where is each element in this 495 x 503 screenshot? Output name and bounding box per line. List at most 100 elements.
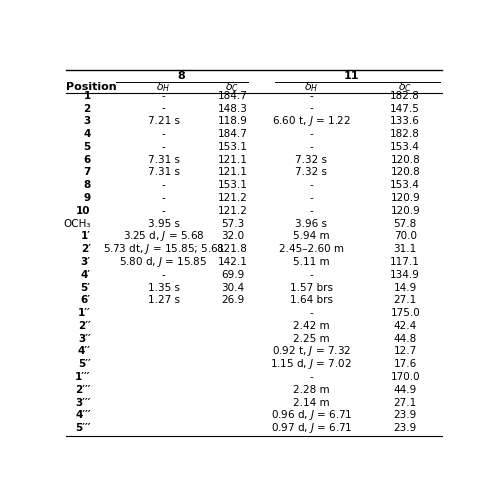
Text: 5.73 dt, $\mathit{J}$ = 15.85; 5.68: 5.73 dt, $\mathit{J}$ = 15.85; 5.68 bbox=[102, 242, 224, 256]
Text: 0.96 d, $\mathit{J}$ = 6.71: 0.96 d, $\mathit{J}$ = 6.71 bbox=[271, 408, 352, 423]
Text: 5.94 m: 5.94 m bbox=[293, 231, 330, 241]
Text: $\delta_{\mathit{H}}$: $\delta_{\mathit{H}}$ bbox=[156, 80, 171, 95]
Text: 1.27 s: 1.27 s bbox=[148, 295, 180, 305]
Text: 147.5: 147.5 bbox=[390, 104, 420, 114]
Text: $\delta_{\mathit{C}}$: $\delta_{\mathit{C}}$ bbox=[226, 80, 240, 95]
Text: 117.1: 117.1 bbox=[390, 257, 420, 267]
Text: 17.6: 17.6 bbox=[394, 359, 417, 369]
Text: -: - bbox=[309, 308, 313, 318]
Text: 69.9: 69.9 bbox=[221, 270, 244, 280]
Text: 1.15 d, $\mathit{J}$ = 7.02: 1.15 d, $\mathit{J}$ = 7.02 bbox=[270, 357, 352, 371]
Text: 120.9: 120.9 bbox=[391, 206, 420, 216]
Text: -: - bbox=[309, 270, 313, 280]
Text: 153.4: 153.4 bbox=[390, 180, 420, 190]
Text: 6.60 t, $\mathit{J}$ = 1.22: 6.60 t, $\mathit{J}$ = 1.22 bbox=[272, 114, 350, 128]
Text: 7.32 s: 7.32 s bbox=[295, 155, 327, 164]
Text: -: - bbox=[162, 193, 165, 203]
Text: 57.3: 57.3 bbox=[221, 219, 244, 228]
Text: 5′: 5′ bbox=[81, 283, 91, 293]
Text: 7.31 s: 7.31 s bbox=[148, 167, 180, 178]
Text: 121.2: 121.2 bbox=[218, 193, 248, 203]
Text: 7.32 s: 7.32 s bbox=[295, 167, 327, 178]
Text: 44.8: 44.8 bbox=[394, 333, 417, 344]
Text: 120.8: 120.8 bbox=[391, 155, 420, 164]
Text: 153.1: 153.1 bbox=[218, 180, 248, 190]
Text: 3′′′: 3′′′ bbox=[75, 397, 91, 407]
Text: 5′′: 5′′ bbox=[78, 359, 91, 369]
Text: 2′′′: 2′′′ bbox=[75, 385, 91, 395]
Text: 0.92 t, $\mathit{J}$ = 7.32: 0.92 t, $\mathit{J}$ = 7.32 bbox=[272, 345, 351, 359]
Text: -: - bbox=[309, 129, 313, 139]
Text: 142.1: 142.1 bbox=[218, 257, 248, 267]
Text: 2.45–2.60 m: 2.45–2.60 m bbox=[279, 244, 344, 254]
Text: -: - bbox=[309, 193, 313, 203]
Text: 32.0: 32.0 bbox=[221, 231, 244, 241]
Text: 26.9: 26.9 bbox=[221, 295, 244, 305]
Text: 2.14 m: 2.14 m bbox=[293, 397, 330, 407]
Text: OCH₃: OCH₃ bbox=[63, 219, 91, 228]
Text: -: - bbox=[162, 142, 165, 152]
Text: 1: 1 bbox=[83, 91, 91, 101]
Text: 12.7: 12.7 bbox=[394, 347, 417, 357]
Text: 1.35 s: 1.35 s bbox=[148, 283, 180, 293]
Text: 121.1: 121.1 bbox=[218, 155, 248, 164]
Text: -: - bbox=[162, 104, 165, 114]
Text: 184.7: 184.7 bbox=[218, 91, 248, 101]
Text: 2.28 m: 2.28 m bbox=[293, 385, 330, 395]
Text: 3.96 s: 3.96 s bbox=[295, 219, 327, 228]
Text: 2.42 m: 2.42 m bbox=[293, 321, 330, 331]
Text: 153.1: 153.1 bbox=[218, 142, 248, 152]
Text: 2′: 2′ bbox=[81, 244, 91, 254]
Text: 118.9: 118.9 bbox=[218, 116, 248, 126]
Text: 10: 10 bbox=[76, 206, 91, 216]
Text: 4′′′: 4′′′ bbox=[75, 410, 91, 421]
Text: 42.4: 42.4 bbox=[394, 321, 417, 331]
Text: 3.95 s: 3.95 s bbox=[148, 219, 180, 228]
Text: 57.8: 57.8 bbox=[394, 219, 417, 228]
Text: 121.8: 121.8 bbox=[218, 244, 248, 254]
Text: 170.0: 170.0 bbox=[391, 372, 420, 382]
Text: 134.9: 134.9 bbox=[390, 270, 420, 280]
Text: -: - bbox=[162, 129, 165, 139]
Text: 1′: 1′ bbox=[81, 231, 91, 241]
Text: 175.0: 175.0 bbox=[391, 308, 420, 318]
Text: -: - bbox=[162, 206, 165, 216]
Text: 1.64 brs: 1.64 brs bbox=[290, 295, 333, 305]
Text: 27.1: 27.1 bbox=[394, 397, 417, 407]
Text: 2′′: 2′′ bbox=[78, 321, 91, 331]
Text: 184.7: 184.7 bbox=[218, 129, 248, 139]
Text: 1′′′: 1′′′ bbox=[75, 372, 91, 382]
Text: 44.9: 44.9 bbox=[394, 385, 417, 395]
Text: -: - bbox=[309, 206, 313, 216]
Text: 7.21 s: 7.21 s bbox=[148, 116, 180, 126]
Text: 8: 8 bbox=[83, 180, 91, 190]
Text: 6′: 6′ bbox=[81, 295, 91, 305]
Text: 5′′′: 5′′′ bbox=[75, 423, 91, 433]
Text: 0.97 d, $\mathit{J}$ = 6.71: 0.97 d, $\mathit{J}$ = 6.71 bbox=[271, 421, 352, 435]
Text: 120.8: 120.8 bbox=[391, 167, 420, 178]
Text: $\delta_{\mathit{C}}$: $\delta_{\mathit{C}}$ bbox=[398, 80, 412, 95]
Text: 8: 8 bbox=[177, 71, 185, 81]
Text: 5.11 m: 5.11 m bbox=[293, 257, 330, 267]
Text: 3′′: 3′′ bbox=[78, 333, 91, 344]
Text: 182.8: 182.8 bbox=[390, 91, 420, 101]
Text: 23.9: 23.9 bbox=[394, 423, 417, 433]
Text: -: - bbox=[309, 142, 313, 152]
Text: Position: Position bbox=[66, 82, 116, 93]
Text: $\delta_{\mathit{H}}$: $\delta_{\mathit{H}}$ bbox=[304, 80, 318, 95]
Text: 70.0: 70.0 bbox=[394, 231, 417, 241]
Text: 153.4: 153.4 bbox=[390, 142, 420, 152]
Text: 121.1: 121.1 bbox=[218, 167, 248, 178]
Text: 120.9: 120.9 bbox=[391, 193, 420, 203]
Text: -: - bbox=[309, 372, 313, 382]
Text: 3.25 d, $\mathit{J}$ = 5.68: 3.25 d, $\mathit{J}$ = 5.68 bbox=[123, 229, 204, 243]
Text: 30.4: 30.4 bbox=[221, 283, 244, 293]
Text: 9: 9 bbox=[84, 193, 91, 203]
Text: 4: 4 bbox=[83, 129, 91, 139]
Text: 7: 7 bbox=[83, 167, 91, 178]
Text: 7.31 s: 7.31 s bbox=[148, 155, 180, 164]
Text: -: - bbox=[309, 180, 313, 190]
Text: 4′: 4′ bbox=[81, 270, 91, 280]
Text: -: - bbox=[162, 91, 165, 101]
Text: 2.25 m: 2.25 m bbox=[293, 333, 330, 344]
